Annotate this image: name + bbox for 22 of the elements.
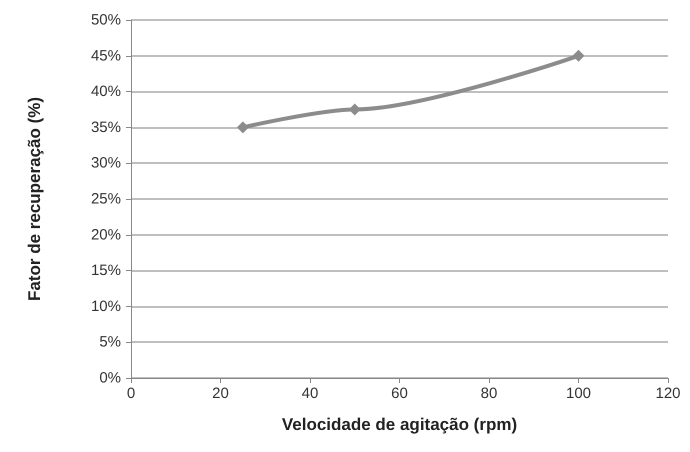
- y-tick-label: 50%: [90, 12, 121, 28]
- y-tick-label: 40%: [90, 83, 121, 100]
- x-tick-label: 60: [391, 385, 408, 402]
- y-tick-label: 5%: [99, 334, 121, 351]
- y-tick-label: 10%: [90, 298, 121, 315]
- point: [236, 121, 249, 134]
- y-tick-label: 35%: [90, 118, 121, 136]
- x-tick-label: 80: [480, 385, 498, 402]
- x-tick-label: 20: [212, 385, 229, 402]
- y-tick-label: 0%: [99, 370, 121, 386]
- x-tick-label: 0: [126, 385, 136, 402]
- y-tick-label: 45%: [90, 47, 121, 64]
- point: [572, 50, 584, 62]
- x-tick-label: 120: [655, 385, 681, 402]
- y-tick-label: 15%: [90, 262, 121, 280]
- y-axis-title: Fator de recuperação (%): [25, 96, 44, 302]
- y-tick-label: 30%: [90, 154, 121, 172]
- x-tick-label: 40: [302, 385, 318, 402]
- y-tick-label: 20%: [90, 226, 121, 244]
- y-tick-label: 25%: [90, 190, 121, 208]
- x-axis-title: Velocidade de agitação (rpm): [282, 415, 518, 434]
- x-tick-label: 100: [566, 385, 592, 402]
